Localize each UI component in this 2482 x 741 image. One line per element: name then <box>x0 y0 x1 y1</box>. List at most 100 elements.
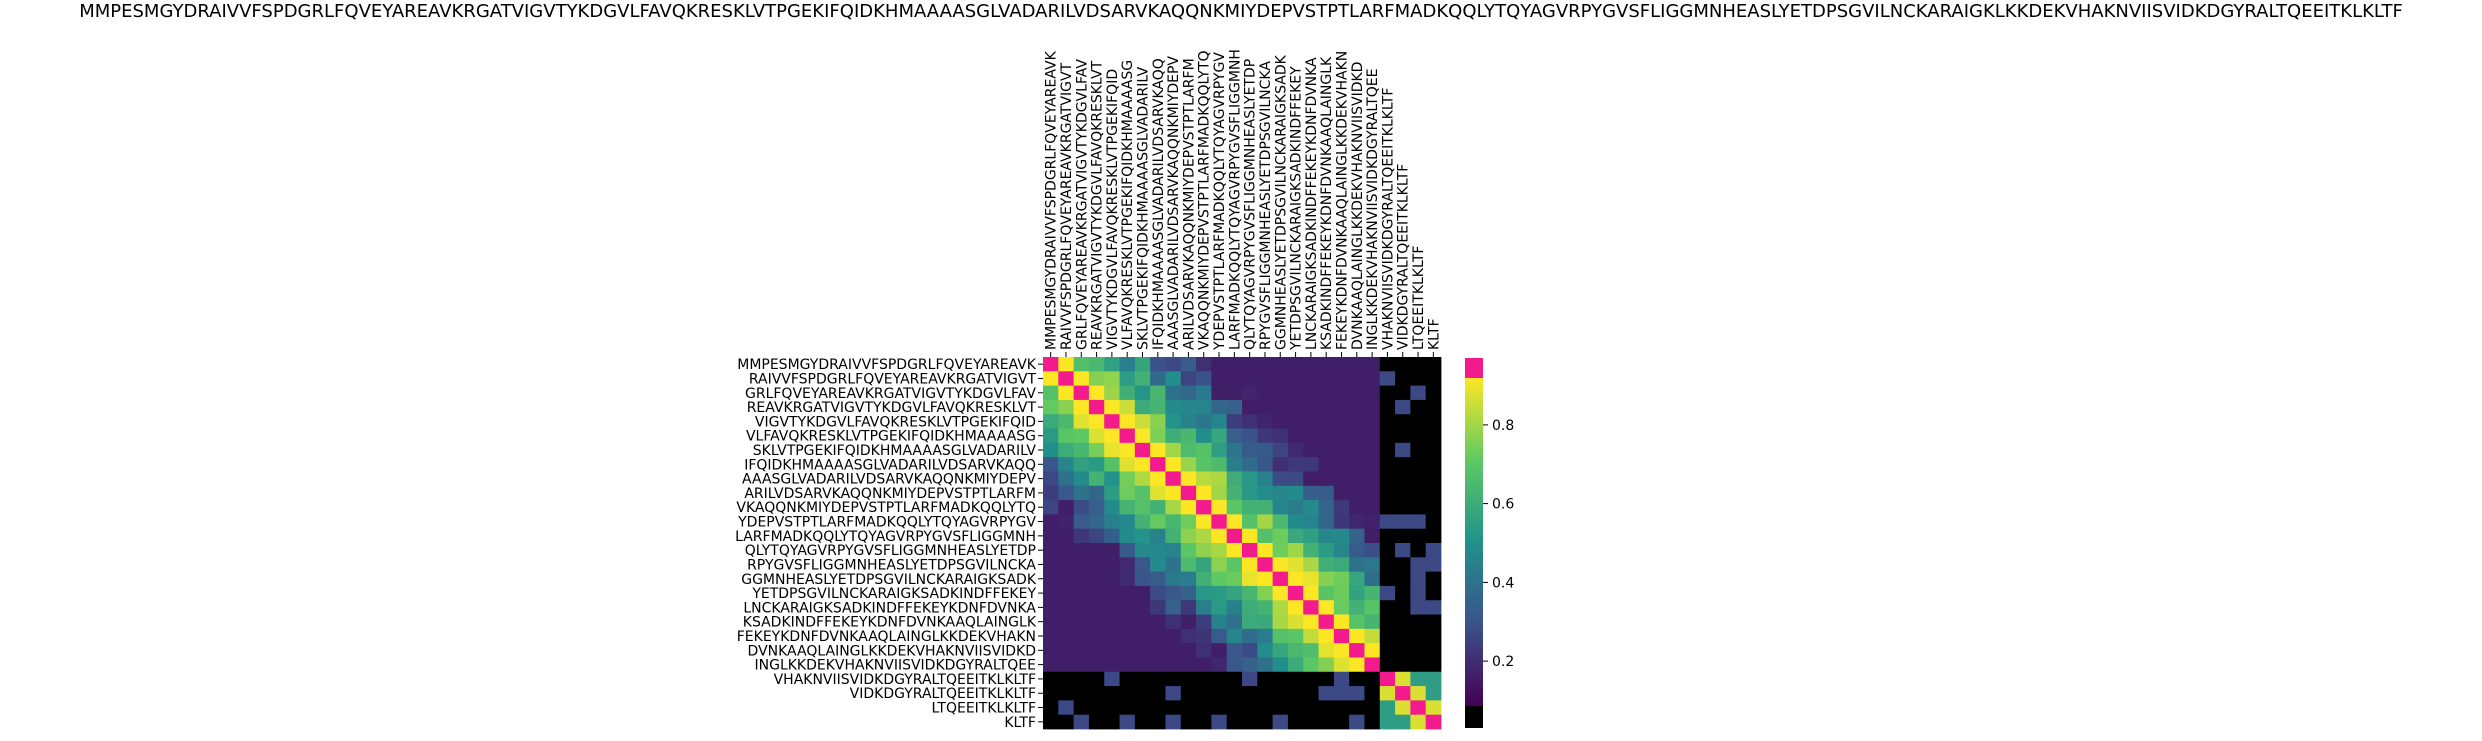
heatmap-cell <box>1395 428 1411 444</box>
heatmap-cell <box>1150 700 1166 716</box>
heatmap-cell <box>1058 686 1075 701</box>
heatmap-cell <box>1226 357 1243 372</box>
colorbar-tick-label: 0.2 <box>1492 654 1514 670</box>
heatmap-cell <box>1272 385 1289 401</box>
heatmap-cell <box>1379 371 1396 387</box>
heatmap-cell <box>1226 571 1243 587</box>
heatmap-cell <box>1395 643 1411 658</box>
heatmap-cell <box>1287 657 1304 673</box>
heatmap-cell <box>1119 357 1136 372</box>
heatmap-cell <box>1379 471 1396 487</box>
heatmap-cell <box>1349 385 1365 401</box>
heatmap-cell <box>1211 457 1228 472</box>
heatmap-cell <box>1242 514 1258 530</box>
y-tick-label: LNCKARAIGKSADKINDFFEKEYKDNFDVNKA <box>743 600 1036 616</box>
heatmap-cell <box>1150 528 1166 544</box>
heatmap-cell <box>1134 700 1151 716</box>
heatmap-cell <box>1196 657 1212 673</box>
heatmap-cell <box>1379 614 1396 630</box>
heatmap-cell <box>1165 428 1182 444</box>
heatmap-cell <box>1349 628 1365 644</box>
heatmap-cell <box>1303 442 1319 458</box>
heatmap-cell <box>1242 585 1258 601</box>
heatmap-cell <box>1318 571 1335 587</box>
heatmap-cell <box>1226 585 1243 601</box>
heatmap-cell <box>1134 657 1151 673</box>
heatmap-cell <box>1395 585 1411 601</box>
heatmap-cell <box>1425 700 1442 716</box>
heatmap-cell <box>1349 657 1365 673</box>
heatmap-cell <box>1226 628 1243 644</box>
heatmap-cell <box>1134 385 1151 401</box>
heatmap-cell <box>1287 385 1304 401</box>
heatmap-cell <box>1119 543 1136 558</box>
heatmap-cell <box>1104 643 1120 658</box>
heatmap-cell <box>1150 428 1166 444</box>
heatmap-cell <box>1196 471 1212 487</box>
heatmap-cell <box>1410 700 1427 716</box>
heatmap-cell <box>1073 671 1090 687</box>
heatmap-cell <box>1043 600 1059 615</box>
heatmap-cell <box>1211 399 1228 415</box>
heatmap-cell <box>1425 428 1442 444</box>
heatmap-cell <box>1287 543 1304 558</box>
heatmap-cell <box>1226 371 1243 387</box>
heatmap-cell <box>1257 571 1274 587</box>
heatmap-cell <box>1318 643 1335 658</box>
x-tick-label: VLFAVQKRESKLVTPGEKIFQIDKHMAAAASG <box>1120 60 1136 350</box>
heatmap-cell <box>1211 571 1228 587</box>
heatmap-cell <box>1349 643 1365 658</box>
heatmap-cell <box>1318 543 1335 558</box>
heatmap-cell <box>1410 457 1427 472</box>
heatmap-cell <box>1211 657 1228 673</box>
heatmap-cell <box>1150 485 1166 501</box>
y-tick-label: SKLVTPGEKIFQIDKHMAAAASGLVADARILV <box>753 443 1037 459</box>
heatmap-cell <box>1395 500 1411 515</box>
heatmap-cell <box>1410 643 1427 658</box>
heatmap-cell <box>1150 500 1166 515</box>
heatmap-cell <box>1073 514 1090 530</box>
y-tick-label: MMPESMGYDRAIVVFSPDGRLFQVEYAREAVK <box>737 357 1037 373</box>
heatmap-cell <box>1165 385 1182 401</box>
heatmap-cell <box>1410 686 1427 701</box>
heatmap-cell <box>1043 514 1059 530</box>
heatmap-cell <box>1196 385 1212 401</box>
heatmap-cell <box>1211 485 1228 501</box>
heatmap-cell <box>1073 614 1090 630</box>
heatmap-cell <box>1349 614 1365 630</box>
heatmap-cell <box>1058 357 1075 372</box>
heatmap-cell <box>1287 485 1304 501</box>
heatmap-cell <box>1088 399 1105 415</box>
heatmap-cell <box>1395 657 1411 673</box>
heatmap-cell <box>1134 571 1151 587</box>
heatmap-cell <box>1088 500 1105 515</box>
heatmap-cell <box>1211 614 1228 630</box>
heatmap-cell <box>1272 371 1289 387</box>
heatmap-cell <box>1058 399 1075 415</box>
x-tick-label: LNCKARAIGKSADKINDFFEKEYKDNFDVNKA <box>1304 57 1320 350</box>
heatmap-cell <box>1226 543 1243 558</box>
heatmap-cell <box>1043 643 1059 658</box>
heatmap-cell <box>1058 414 1075 429</box>
heatmap-cell <box>1425 643 1442 658</box>
heatmap-cell <box>1242 457 1258 472</box>
heatmap-cell <box>1165 485 1182 501</box>
heatmap-cell <box>1425 571 1442 587</box>
heatmap-cell <box>1272 657 1289 673</box>
heatmap-cell <box>1364 471 1381 487</box>
heatmap-cell <box>1333 371 1350 387</box>
heatmap-cell <box>1379 428 1396 444</box>
heatmap-cell <box>1349 671 1365 687</box>
y-tick-label: VKAQQNKMIYDEPVSTPTLARFMADKQQLYTQ <box>736 500 1036 516</box>
heatmap-cell <box>1180 571 1197 587</box>
heatmap-cell <box>1410 471 1427 487</box>
heatmap-cell <box>1364 385 1381 401</box>
heatmap-cell <box>1425 471 1442 487</box>
y-tick-label: RPYGVSFLIGGMNHEASLYETDPSGVILNCKA <box>747 558 1036 574</box>
heatmap-cell <box>1395 557 1411 573</box>
heatmap-cell <box>1410 414 1427 429</box>
heatmap-cell <box>1287 686 1304 701</box>
heatmap-cell <box>1333 557 1350 573</box>
heatmap-cell <box>1287 528 1304 544</box>
heatmap-cell <box>1257 543 1274 558</box>
